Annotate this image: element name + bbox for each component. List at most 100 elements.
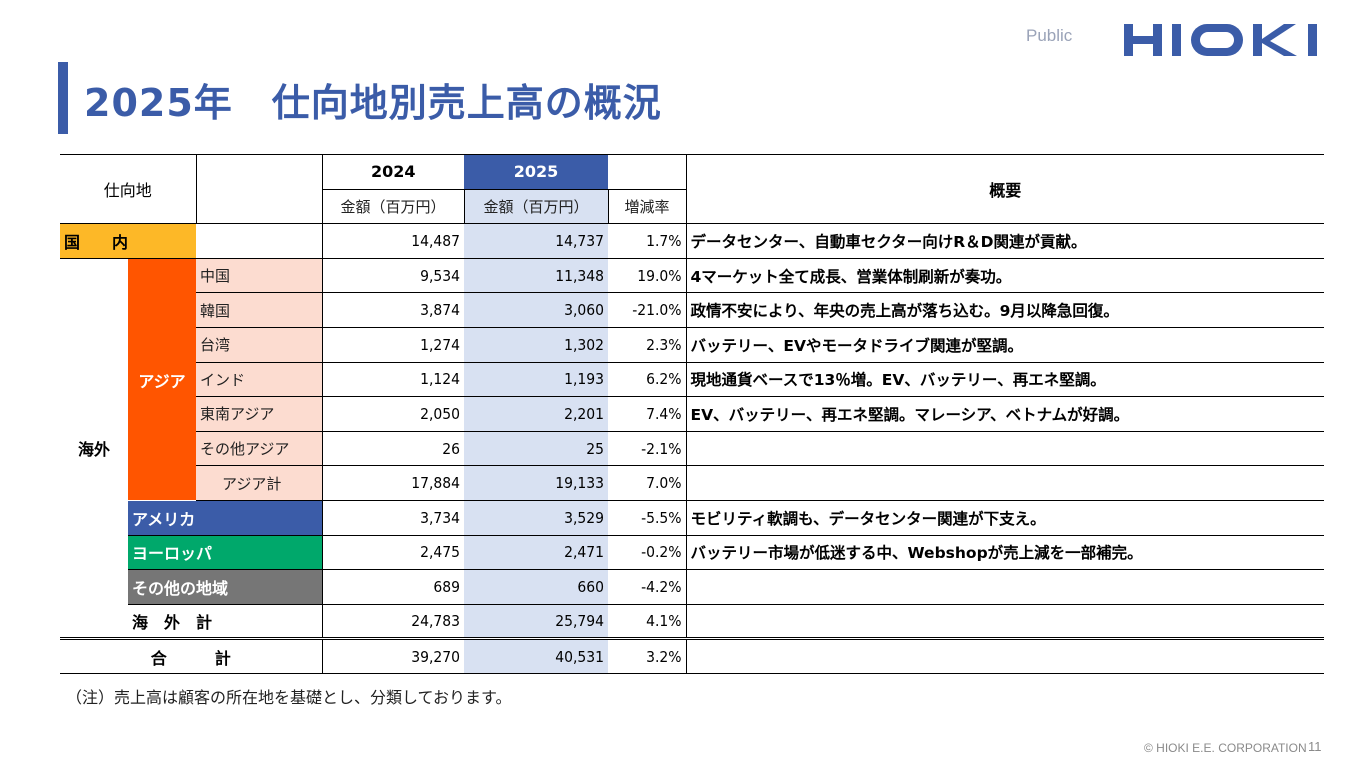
- label-country: インド: [196, 362, 323, 398]
- value-rate: 1.7%: [608, 223, 687, 259]
- header-rate-blank: [608, 154, 687, 190]
- value-summary: バッテリー市場が低迷する中、Webshopが売上減を一部補完。: [686, 535, 1325, 571]
- hioki-logo: [1124, 20, 1330, 60]
- footnote: （注）売上高は顧客の所在地を基礎とし、分類しております。: [66, 688, 512, 707]
- value-summary: 政情不安により、年央の売上高が落ち込む。9月以降急回復。: [686, 292, 1325, 328]
- header-blank: [196, 153, 323, 225]
- title-accent-bar: [58, 62, 68, 134]
- value-summary: バッテリー、EVやモータドライブ関連が堅調。: [686, 327, 1325, 363]
- value-2024: 3,734: [322, 500, 465, 536]
- value-rate: 19.0%: [608, 258, 687, 294]
- table-row-asia-total: アジア計 17,884 19,133 7.0%: [60, 465, 1325, 501]
- table-row-other-regions: その他の地域 689 660 -4.2%: [60, 569, 1325, 605]
- copyright: © HIOKI E.E. CORPORATION: [1144, 741, 1307, 755]
- value-2025: 11,348: [464, 258, 609, 294]
- value-2025: 1,302: [464, 327, 609, 363]
- label-grand-total: 合 計: [60, 637, 323, 674]
- value-rate: 4.1%: [608, 604, 687, 640]
- label-country: 東南アジア: [196, 396, 323, 432]
- table-row-india: インド 1,124 1,193 6.2% 現地通貨ベースで13％増。EV、バッテ…: [60, 362, 1325, 398]
- value-2024: 17,884: [322, 465, 465, 501]
- value-2025: 660: [464, 569, 609, 605]
- value-rate: -2.1%: [608, 431, 687, 467]
- value-rate: 7.0%: [608, 465, 687, 501]
- value-summary: 現地通貨ベースで13％増。EV、バッテリー、再エネ堅調。: [686, 362, 1325, 398]
- table-row-america: アメリカ 3,734 3,529 -5.5% モビリティ軟調も、データセンター関…: [60, 500, 1325, 536]
- value-2024: 14,487: [322, 223, 465, 259]
- value-2025: 1,193: [464, 362, 609, 398]
- value-summary: [686, 637, 1325, 674]
- label-overseas: 海外: [60, 258, 128, 640]
- header-row-units: 金額（百万円） 金額（百万円） 増減率: [60, 188, 1324, 225]
- value-rate: 2.3%: [608, 327, 687, 363]
- value-summary: [686, 604, 1325, 640]
- label-asia-total: アジア計: [196, 465, 323, 501]
- label-country: 中国: [196, 258, 323, 294]
- value-2025: 40,531: [464, 637, 609, 674]
- label-asia: アジア: [128, 258, 197, 501]
- header-change-rate: 増減率: [608, 188, 687, 225]
- label-domestic: 国 内: [60, 223, 197, 259]
- header-amount-2024: 金額（百万円）: [322, 188, 465, 225]
- value-rate: -21.0%: [608, 292, 687, 328]
- value-2024: 9,534: [322, 258, 465, 294]
- value-2024: 1,274: [322, 327, 465, 363]
- table-row-other-asia: その他アジア 26 25 -2.1%: [60, 431, 1325, 467]
- value-2025: 3,529: [464, 500, 609, 536]
- value-2024: 689: [322, 569, 465, 605]
- label-country: その他アジア: [196, 431, 323, 467]
- value-2024: 2,475: [322, 535, 465, 571]
- header-amount-2025: 金額（百万円）: [464, 188, 609, 225]
- value-2025: 19,133: [464, 465, 609, 501]
- value-2025: 25,794: [464, 604, 609, 640]
- value-rate: 3.2%: [608, 637, 687, 674]
- value-2025: 25: [464, 431, 609, 467]
- page-title: 2025年 仕向地別売上高の概況: [84, 81, 662, 125]
- value-2024: 39,270: [322, 637, 465, 674]
- value-summary: [686, 569, 1325, 605]
- header-2025: 2025: [464, 154, 609, 190]
- value-2025: 3,060: [464, 292, 609, 328]
- value-rate: -5.5%: [608, 500, 687, 536]
- sales-by-destination-table: 仕向地 2024 2025 概要 金額（百万円） 金額（百万円） 増減率 国 内…: [60, 153, 1325, 674]
- label-europe: ヨーロッパ: [128, 535, 323, 571]
- value-2024: 3,874: [322, 292, 465, 328]
- value-summary: [686, 465, 1325, 501]
- label-country: 台湾: [196, 327, 323, 363]
- header-destination: 仕向地: [60, 153, 197, 225]
- value-rate: 7.4%: [608, 396, 687, 432]
- table-row-china: 海外 アジア 中国 9,534 11,348 19.0% 4マーケット全て成長、…: [60, 258, 1325, 640]
- value-2025: 14,737: [464, 223, 609, 259]
- table-row-domestic: 国 内 14,487 14,737 1.7% データセンター、自動車セクター向け…: [60, 223, 1325, 259]
- table-row-overseas-total: 海 外 計 24,783 25,794 4.1%: [60, 604, 1325, 640]
- label-other-regions: その他の地域: [128, 569, 323, 605]
- label-america: アメリカ: [128, 500, 323, 536]
- label-overseas-total: 海 外 計: [128, 604, 323, 640]
- value-summary: データセンター、自動車セクター向けR＆D関連が貢献。: [686, 223, 1325, 259]
- value-rate: -0.2%: [608, 535, 687, 571]
- value-2024: 1,124: [322, 362, 465, 398]
- empty-cell: [196, 223, 323, 259]
- classification-label: Public: [1026, 26, 1073, 45]
- value-rate: -4.2%: [608, 569, 687, 605]
- header-summary: 概要: [686, 153, 1325, 225]
- value-2025: 2,471: [464, 535, 609, 571]
- value-summary: 4マーケット全て成長、営業体制刷新が奏功。: [686, 258, 1325, 294]
- table-row-europe: ヨーロッパ 2,475 2,471 -0.2% バッテリー市場が低迷する中、We…: [60, 535, 1325, 571]
- hioki-logo-icon: [1124, 24, 1317, 56]
- header-2024: 2024: [322, 154, 465, 190]
- value-summary: EV、バッテリー、再エネ堅調。マレーシア、ベトナムが好調。: [686, 396, 1325, 432]
- value-2024: 2,050: [322, 396, 465, 432]
- table-row-taiwan: 台湾 1,274 1,302 2.3% バッテリー、EVやモータドライブ関連が堅…: [60, 327, 1325, 363]
- value-2025: 2,201: [464, 396, 609, 432]
- value-summary: [686, 431, 1325, 467]
- value-rate: 6.2%: [608, 362, 687, 398]
- value-2024: 24,783: [322, 604, 465, 640]
- table-row-korea: 韓国 3,874 3,060 -21.0% 政情不安により、年央の売上高が落ち込…: [60, 292, 1325, 328]
- table-row-grand-total: 合 計 39,270 40,531 3.2%: [60, 637, 1325, 674]
- value-summary: モビリティ軟調も、データセンター関連が下支え。: [686, 500, 1325, 536]
- page-number: 11: [1308, 739, 1322, 754]
- table-row-southeast-asia: 東南アジア 2,050 2,201 7.4% EV、バッテリー、再エネ堅調。マレ…: [60, 396, 1325, 432]
- value-2024: 26: [322, 431, 465, 467]
- header-row-years: 仕向地 2024 2025 概要: [60, 153, 1325, 225]
